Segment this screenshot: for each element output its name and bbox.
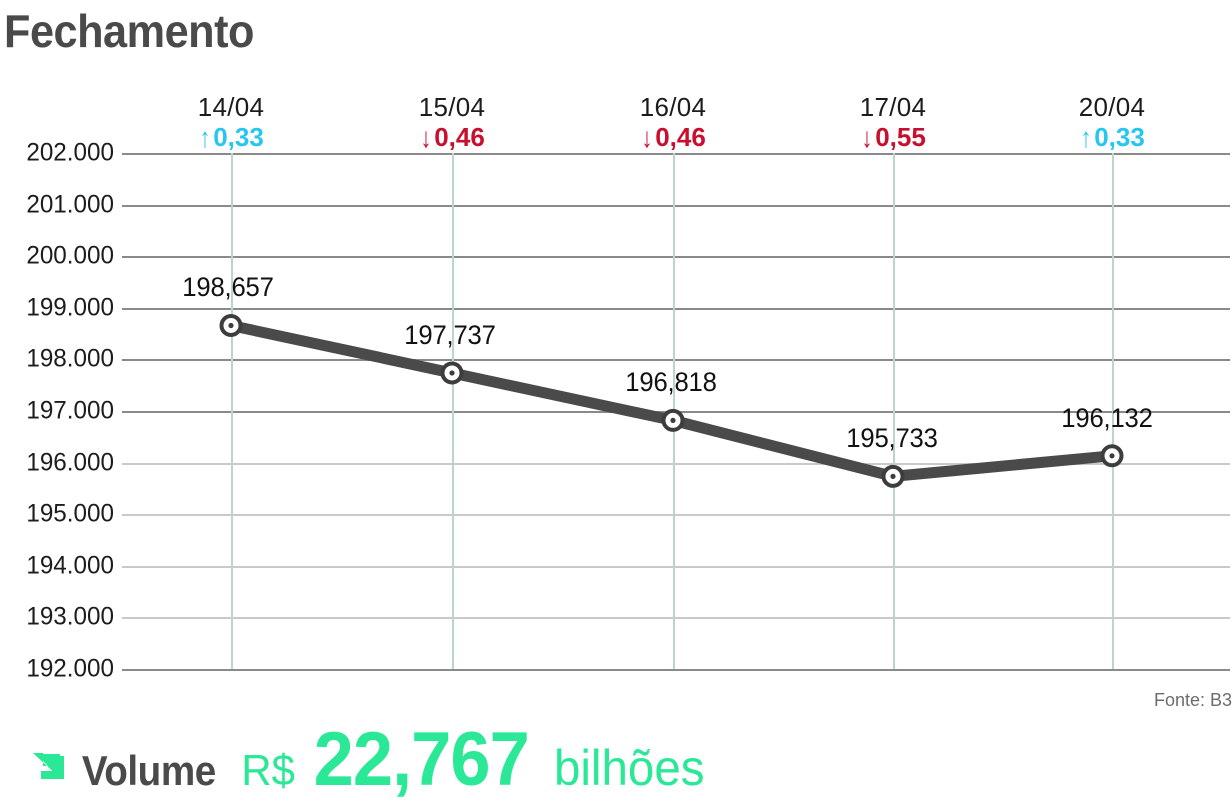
column-date-label: 20/04 bbox=[1078, 92, 1146, 122]
source-note: Fonte: B3 bbox=[1153, 690, 1232, 710]
gridline-horizontal bbox=[122, 359, 1230, 362]
arrow-down-icon: ↓ bbox=[861, 121, 873, 153]
gridline-horizontal bbox=[122, 256, 1230, 259]
gridline-horizontal bbox=[122, 153, 1230, 155]
arrow-down-right-icon bbox=[33, 751, 64, 779]
column-date-label: 14/04 bbox=[197, 92, 265, 122]
gridline-horizontal bbox=[122, 669, 1230, 671]
volume-label: Volume bbox=[81, 747, 216, 794]
y-axis-tick-label: 193.000 bbox=[26, 602, 115, 631]
arrow-down-icon: ↓ bbox=[420, 121, 432, 153]
gridline-vertical bbox=[893, 153, 895, 669]
column-variation: ↑ 0,33 bbox=[997, 122, 1227, 153]
column-variation-value: 0,46 bbox=[655, 122, 706, 152]
y-axis-tick-label: 201.000 bbox=[26, 190, 115, 219]
gridline-horizontal bbox=[122, 307, 1230, 310]
column-header-14-04: 14/04 ↑ 0,33 bbox=[116, 92, 346, 153]
gridline-vertical bbox=[231, 153, 233, 669]
gridline-vertical bbox=[452, 153, 454, 669]
gridline-vertical bbox=[673, 153, 675, 669]
column-variation-value: 0,33 bbox=[213, 122, 264, 152]
gridline-horizontal bbox=[122, 565, 1230, 568]
column-header-20-04: 20/04 ↑ 0,33 bbox=[997, 92, 1227, 153]
volume-summary: Volume R$ 22,767 bilhões bbox=[26, 716, 709, 803]
volume-currency: R$ bbox=[241, 746, 295, 795]
column-variation-value: 0,55 bbox=[875, 122, 926, 152]
column-variation-value: 0,46 bbox=[434, 122, 485, 152]
gridline-horizontal bbox=[122, 617, 1230, 620]
column-header-17-04: 17/04 ↓ 0,55 bbox=[778, 92, 1008, 153]
column-variation: ↓ 0,46 bbox=[558, 122, 788, 153]
column-date-label: 17/04 bbox=[859, 92, 927, 122]
y-axis-tick-label: 195.000 bbox=[26, 499, 115, 528]
gridline-horizontal bbox=[122, 204, 1230, 207]
column-date-label: 15/04 bbox=[418, 92, 486, 122]
gridline-horizontal bbox=[122, 514, 1230, 517]
column-date-label: 16/04 bbox=[639, 92, 707, 122]
data-point-value-label: 196,132 bbox=[1061, 402, 1153, 433]
data-point-value-label: 195,733 bbox=[846, 423, 938, 454]
column-variation: ↓ 0,55 bbox=[778, 122, 1008, 153]
y-axis-tick-label: 194.000 bbox=[26, 551, 115, 580]
y-axis-tick-label: 198.000 bbox=[26, 344, 115, 373]
arrow-down-icon: ↓ bbox=[641, 121, 653, 153]
y-axis-tick-label: 192.000 bbox=[26, 654, 115, 683]
y-axis-tick-label: 200.000 bbox=[26, 241, 115, 270]
y-axis-tick-label: 196.000 bbox=[26, 448, 115, 477]
y-axis-tick-label: 202.000 bbox=[26, 138, 115, 167]
y-axis-tick-label: 199.000 bbox=[26, 293, 115, 322]
gridline-horizontal bbox=[122, 462, 1230, 465]
volume-unit: bilhões bbox=[554, 740, 705, 796]
column-variation: ↑ 0,33 bbox=[116, 122, 346, 153]
page-title: Fechamento bbox=[4, 5, 254, 57]
column-header-16-04: 16/04 ↓ 0,46 bbox=[558, 92, 788, 153]
column-header-15-04: 15/04 ↓ 0,46 bbox=[337, 92, 567, 153]
volume-amount: 22,767 bbox=[313, 717, 530, 802]
column-variation-value: 0,33 bbox=[1094, 122, 1145, 152]
data-point-value-label: 197,737 bbox=[404, 319, 496, 350]
column-variation: ↓ 0,46 bbox=[337, 122, 567, 153]
data-point-value-label: 198,657 bbox=[182, 272, 274, 303]
data-point-value-label: 196,818 bbox=[625, 367, 717, 398]
arrow-up-icon: ↑ bbox=[199, 121, 211, 153]
arrow-up-icon: ↑ bbox=[1080, 121, 1092, 153]
y-axis-tick-label: 197.000 bbox=[26, 396, 115, 425]
